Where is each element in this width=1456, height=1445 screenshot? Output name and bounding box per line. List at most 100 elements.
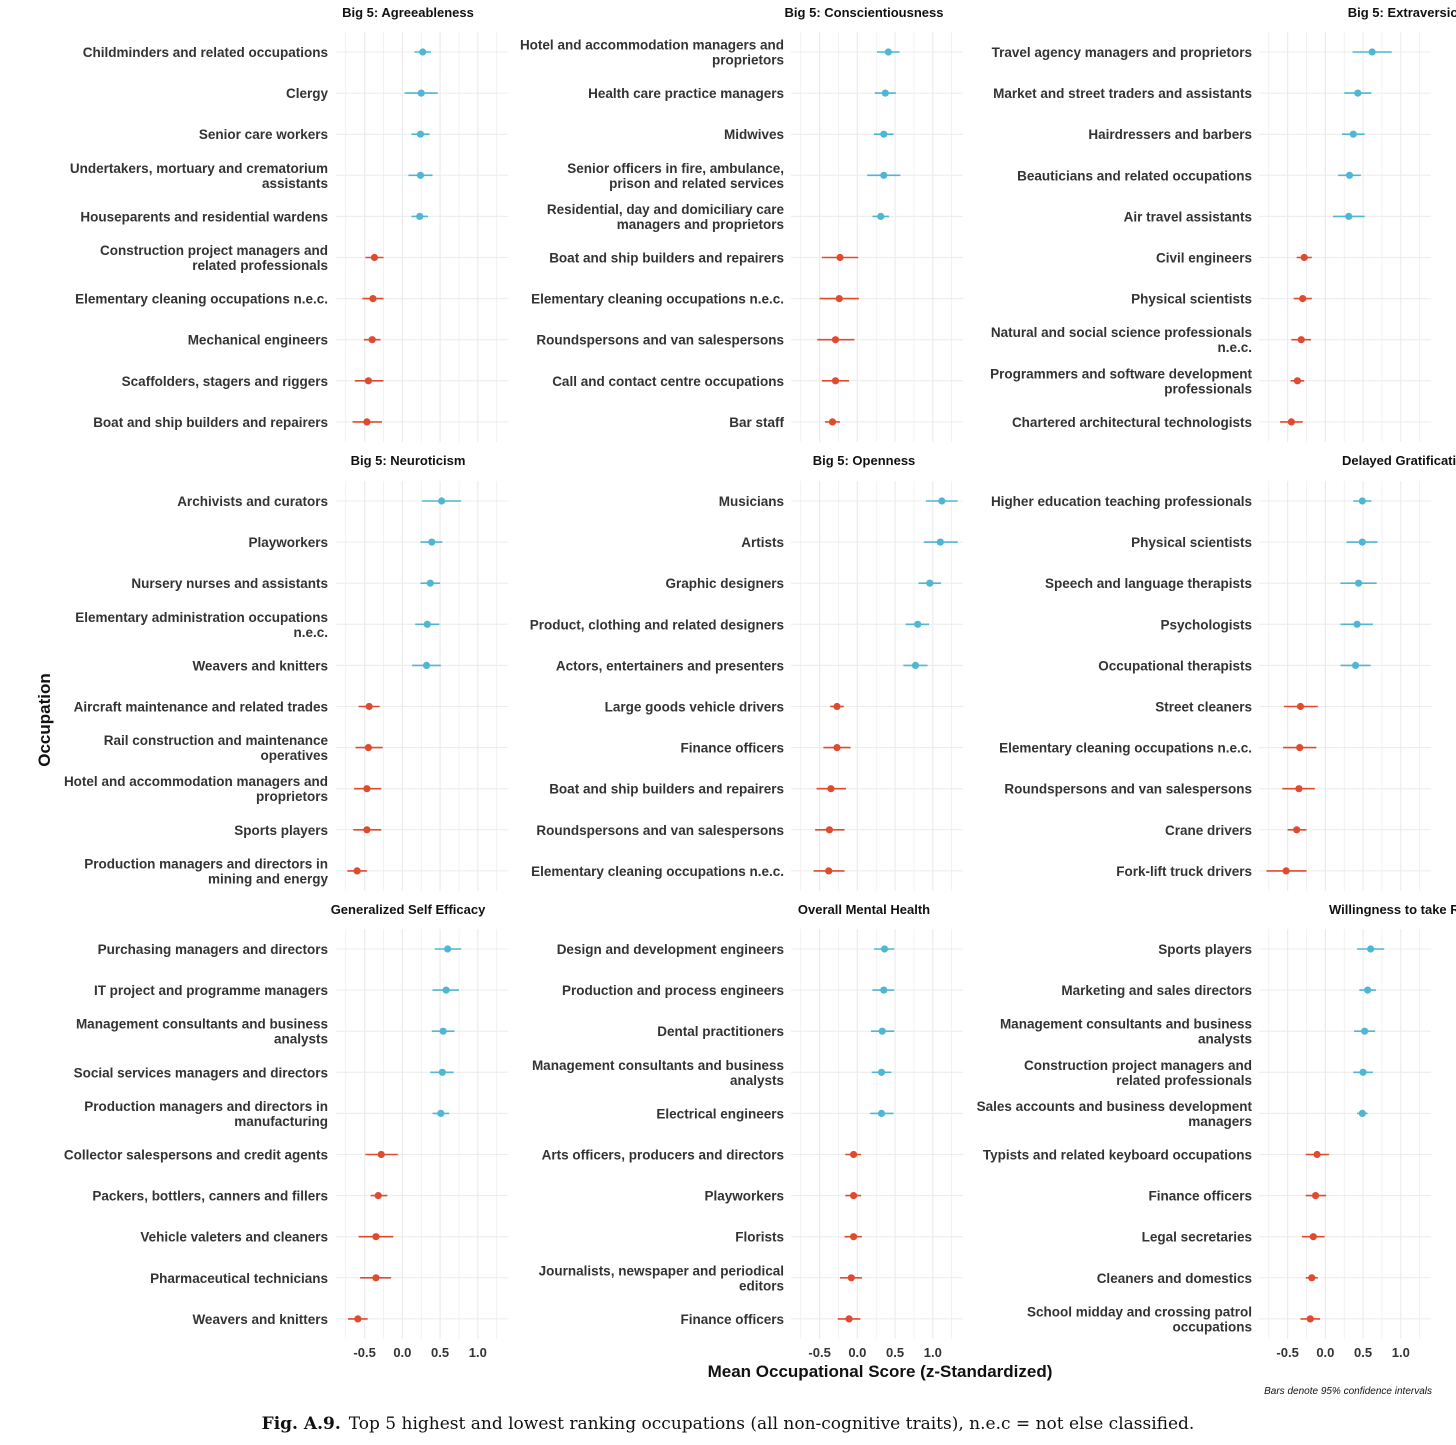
occupation-label: Electrical engineers bbox=[656, 1106, 784, 1121]
occupation-label: Musicians bbox=[719, 494, 784, 509]
data-point bbox=[428, 538, 436, 546]
data-point bbox=[374, 1192, 382, 1200]
occupation-label: Archivists and curators bbox=[177, 494, 328, 509]
ci-note: Bars denote 95% confidence intervals bbox=[1264, 1386, 1432, 1397]
data-point bbox=[417, 89, 425, 97]
occupation-label: Market and street traders and assistants bbox=[993, 86, 1252, 101]
panel-title: Big 5: Agreeableness bbox=[342, 5, 474, 20]
data-point bbox=[1313, 1150, 1321, 1159]
occupation-label: Production managers and directors in bbox=[84, 856, 328, 871]
data-point bbox=[1296, 702, 1305, 711]
occupation-label: Graphic designers bbox=[665, 576, 784, 591]
occupation-label: Air travel assistants bbox=[1124, 209, 1252, 224]
data-point bbox=[444, 945, 452, 953]
occupation-label: Rail construction and maintenance bbox=[104, 733, 329, 748]
occupation-label: Programmers and software development bbox=[990, 366, 1252, 381]
occupation-label: Residential, day and domiciliary care bbox=[547, 202, 785, 217]
occupation-label: Boat and ship builders and repairers bbox=[93, 415, 328, 430]
occupation-label: Weavers and knitters bbox=[192, 1312, 328, 1327]
occupation-label: assistants bbox=[262, 176, 328, 191]
occupation-label: Aircraft maintenance and related trades bbox=[74, 700, 328, 715]
occupation-label: Call and contact centre occupations bbox=[552, 374, 784, 389]
data-point bbox=[1299, 295, 1307, 303]
data-point bbox=[1358, 1109, 1366, 1117]
x-tick-label: -0.5 bbox=[1276, 1345, 1298, 1360]
data-point bbox=[849, 1192, 858, 1200]
occupation-label: occupations bbox=[1172, 1319, 1252, 1334]
data-point bbox=[877, 1109, 886, 1117]
occupation-label: Hotel and accommodation managers and bbox=[64, 774, 328, 789]
data-point bbox=[416, 171, 425, 179]
y-axis-title-text: Occupation bbox=[35, 673, 54, 767]
occupation-label: Scaffolders, stagers and riggers bbox=[122, 374, 328, 389]
occupation-label: Chartered architectural technologists bbox=[1012, 415, 1252, 430]
panel-title: Big 5: Conscientiousness bbox=[785, 5, 944, 20]
data-point bbox=[1345, 212, 1353, 220]
x-axis-title: Mean Occupational Score (z-Standardized) bbox=[707, 1362, 1053, 1381]
data-point bbox=[363, 785, 371, 793]
data-point bbox=[1353, 620, 1361, 628]
data-point bbox=[426, 579, 434, 587]
data-point bbox=[437, 1109, 445, 1117]
occupation-label: Hairdressers and barbers bbox=[1088, 127, 1252, 142]
data-point bbox=[439, 1027, 447, 1035]
data-point bbox=[422, 661, 431, 670]
occupation-label: related professionals bbox=[192, 258, 328, 273]
occupation-label: Roundspersons and van salespersons bbox=[1004, 782, 1252, 797]
x-tick-label: 1.0 bbox=[469, 1345, 487, 1360]
occupation-label: Production and process engineers bbox=[562, 983, 784, 998]
occupation-label: Health care practice managers bbox=[588, 86, 784, 101]
occupation-label: Roundspersons and van salespersons bbox=[536, 333, 784, 348]
x-tick-label: -0.5 bbox=[808, 1345, 830, 1360]
occupation-label: Speech and language therapists bbox=[1045, 576, 1252, 591]
occupation-label: Sports players bbox=[1158, 942, 1252, 957]
data-point bbox=[880, 945, 889, 953]
occupation-label: School midday and crossing patrol bbox=[1027, 1304, 1252, 1319]
data-point bbox=[828, 418, 837, 426]
data-point bbox=[416, 130, 425, 138]
data-point bbox=[831, 336, 840, 344]
occupation-label: Artists bbox=[741, 535, 784, 550]
occupation-label: proprietors bbox=[256, 789, 328, 804]
data-point bbox=[372, 1233, 380, 1241]
occupation-label: Crane drivers bbox=[1165, 823, 1252, 838]
occupation-label: Higher education teaching professionals bbox=[991, 494, 1252, 509]
x-tick-label: 1.0 bbox=[924, 1345, 942, 1360]
occupation-label: Midwives bbox=[724, 127, 784, 142]
data-point bbox=[363, 826, 371, 834]
panel-title: Generalized Self Efficacy bbox=[331, 902, 486, 917]
occupation-label: Mechanical engineers bbox=[188, 333, 328, 348]
occupation-label: Social services managers and directors bbox=[74, 1065, 328, 1080]
panel-title: Big 5: Extraversion bbox=[1348, 5, 1456, 20]
data-point bbox=[880, 130, 888, 138]
data-point bbox=[368, 336, 376, 344]
occupation-label: n.e.c. bbox=[1217, 340, 1252, 355]
occupation-label: IT project and programme managers bbox=[94, 983, 328, 998]
occupation-label: Undertakers, mortuary and crematorium bbox=[70, 161, 328, 176]
occupation-label: Arts officers, producers and directors bbox=[542, 1148, 784, 1163]
data-point bbox=[1293, 826, 1301, 834]
occupation-label: professionals bbox=[1164, 381, 1252, 396]
figure-caption-text: Top 5 highest and lowest ranking occupat… bbox=[348, 1414, 1195, 1434]
data-point bbox=[1295, 785, 1303, 793]
occupation-label: Roundspersons and van salespersons bbox=[536, 823, 784, 838]
data-point bbox=[827, 785, 835, 793]
occupation-label: Construction project managers and bbox=[1024, 1058, 1252, 1073]
x-tick-label: 0.0 bbox=[848, 1345, 866, 1360]
data-point bbox=[1308, 1274, 1316, 1282]
occupation-label: Houseparents and residential wardens bbox=[80, 209, 328, 224]
data-point bbox=[1282, 867, 1290, 875]
occupation-label: n.e.c. bbox=[293, 625, 328, 640]
occupation-label: Natural and social science professionals bbox=[991, 325, 1252, 340]
occupation-label: Elementary cleaning occupations n.e.c. bbox=[75, 292, 328, 307]
occupation-label: Journalists, newspaper and periodical bbox=[539, 1263, 784, 1278]
occupation-label: Dental practitioners bbox=[657, 1024, 784, 1039]
occupation-label: Occupational therapists bbox=[1098, 658, 1252, 673]
occupation-label: Cleaners and domestics bbox=[1097, 1271, 1252, 1286]
data-point bbox=[914, 620, 922, 628]
data-point bbox=[1300, 253, 1308, 262]
data-point bbox=[1359, 1068, 1367, 1076]
data-point bbox=[442, 986, 450, 994]
occupation-label: proprietors bbox=[712, 53, 784, 68]
